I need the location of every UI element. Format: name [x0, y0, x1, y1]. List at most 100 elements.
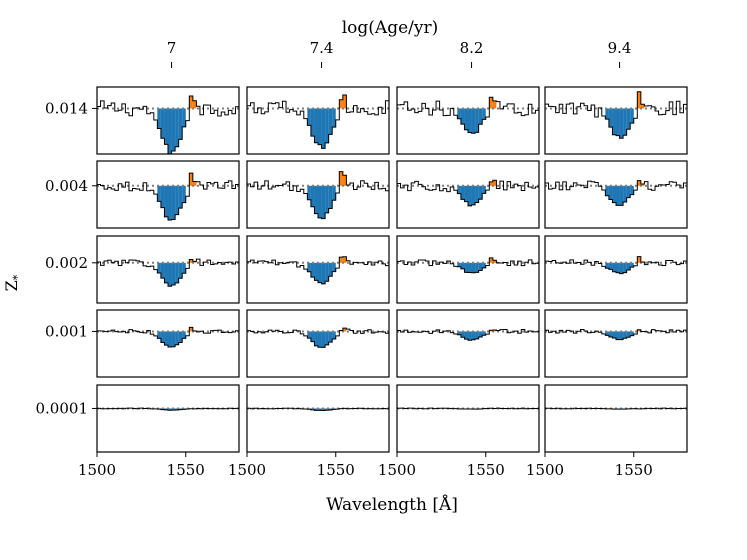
top-axis-title: log(Age/yr)	[342, 18, 439, 38]
panel-frame	[246, 309, 390, 378]
absorption-fill-bin	[457, 331, 461, 335]
emission-fill-bin	[492, 180, 497, 186]
x-tick-label: 1500	[228, 461, 266, 479]
panel-frame	[96, 309, 240, 378]
absorption-fill-bin	[612, 331, 616, 338]
absorption-fill-bin	[619, 185, 624, 206]
panel-frame	[246, 235, 390, 304]
absorption-fill-bin	[475, 108, 479, 133]
absorption-fill-bin	[482, 108, 486, 120]
absorption-fill-bin	[626, 108, 631, 130]
absorption-fill-bin	[164, 262, 168, 283]
absorption-fill-bin	[168, 185, 172, 220]
spectrum-step-line	[397, 328, 539, 341]
absorption-fill-bin	[160, 108, 165, 139]
shaded-regions	[605, 91, 645, 139]
row-label: 0.002	[45, 254, 88, 272]
absorption-fill-bin	[464, 331, 468, 340]
absorption-fill-bin	[321, 408, 326, 411]
absorption-fill-bin	[478, 108, 483, 125]
shaded-regions	[307, 328, 347, 348]
emission-fill-bin	[637, 91, 641, 109]
absorption-fill-bin	[325, 331, 329, 345]
absorption-fill-bin	[605, 185, 609, 196]
shaded-regions	[457, 330, 497, 341]
column-label: 7	[167, 39, 177, 57]
panel-r2-c2	[396, 235, 540, 304]
x-tick-label: 1550	[317, 461, 355, 479]
absorption-fill-bin	[464, 185, 468, 202]
panel-r0-c3: 9.4	[544, 39, 688, 155]
panel-r1-c0: 0.004	[45, 160, 240, 229]
panel-frame	[96, 160, 240, 229]
absorption-fill-bin	[328, 108, 333, 135]
absorption-fill-bin	[608, 262, 613, 270]
emission-fill-bin	[489, 181, 493, 186]
absorption-fill-bin	[307, 185, 311, 200]
absorption-fill-bin	[171, 331, 176, 347]
absorption-fill-bin	[314, 262, 318, 281]
x-tick-label: 1500	[526, 461, 564, 479]
panel-r0-c1: 7.4	[246, 39, 390, 155]
panel-frame	[544, 160, 688, 229]
absorption-fill-bin	[307, 262, 311, 272]
absorption-fill-bin	[310, 108, 315, 137]
panel-r0-c2: 8.2	[396, 39, 540, 155]
panel-r4-c2: 1500 1550	[378, 384, 540, 479]
absorption-fill-bin	[468, 262, 472, 273]
spectrum-step-line	[545, 180, 687, 206]
panel-r2-c3	[544, 235, 688, 304]
absorption-fill-bin	[175, 331, 179, 345]
absorption-fill-bin	[175, 408, 179, 410]
emission-fill-bin	[189, 95, 193, 109]
emission-fill-bin	[492, 100, 497, 109]
spectrum-step-line	[247, 171, 389, 220]
panel-frame	[246, 384, 390, 453]
row-label: 0.0001	[36, 399, 89, 417]
absorption-fill-bin	[325, 108, 329, 143]
absorption-fill-bin	[325, 408, 329, 411]
absorption-fill-bin	[478, 262, 483, 271]
column-label: 8.2	[460, 39, 484, 57]
absorption-fill-bin	[157, 108, 161, 129]
absorption-fill-bin	[623, 108, 627, 136]
spectrum-step-line	[397, 179, 539, 207]
absorption-fill-bin	[310, 262, 315, 278]
absorption-fill-bin	[608, 108, 613, 128]
absorption-fill-bin	[468, 108, 472, 133]
panel-r1-c1	[246, 160, 390, 229]
emission-fill-bin	[489, 97, 493, 109]
emission-fill-bin	[189, 259, 193, 263]
panel-frame	[396, 235, 540, 304]
absorption-fill-bin	[175, 185, 179, 215]
absorption-fill-bin	[616, 185, 620, 206]
absorption-fill-bin	[619, 262, 624, 274]
absorption-fill-bin	[626, 185, 631, 198]
spectrum-step-line	[97, 407, 239, 411]
absorption-fill-bin	[482, 331, 486, 336]
absorption-fill-bin	[182, 108, 186, 127]
absorption-fill-bin	[318, 408, 322, 411]
panel-r2-c0: 0.002	[45, 235, 240, 304]
absorption-fill-bin	[164, 108, 168, 145]
absorption-fill-bin	[182, 185, 186, 203]
emission-fill-bin	[489, 330, 493, 332]
absorption-fill-bin	[157, 185, 161, 202]
row-label: 0.004	[45, 177, 88, 195]
emission-fill-bin	[640, 104, 645, 109]
absorption-fill-bin	[318, 185, 322, 218]
absorption-fill-bin	[630, 262, 634, 268]
absorption-fill-bin	[171, 262, 176, 286]
absorption-fill-bin	[482, 185, 486, 194]
panel-r2-c1	[246, 235, 390, 304]
absorption-fill-bin	[471, 185, 476, 205]
spectrum-step-line	[97, 172, 239, 221]
absorption-fill-bin	[612, 108, 616, 135]
emission-fill-bin	[192, 181, 197, 186]
panel-frame	[396, 160, 540, 229]
emission-fill-bin	[342, 256, 347, 263]
absorption-fill-bin	[178, 331, 183, 343]
absorption-fill-bin	[605, 262, 609, 269]
shaded-regions	[307, 256, 347, 284]
row-label: 0.014	[45, 99, 88, 117]
